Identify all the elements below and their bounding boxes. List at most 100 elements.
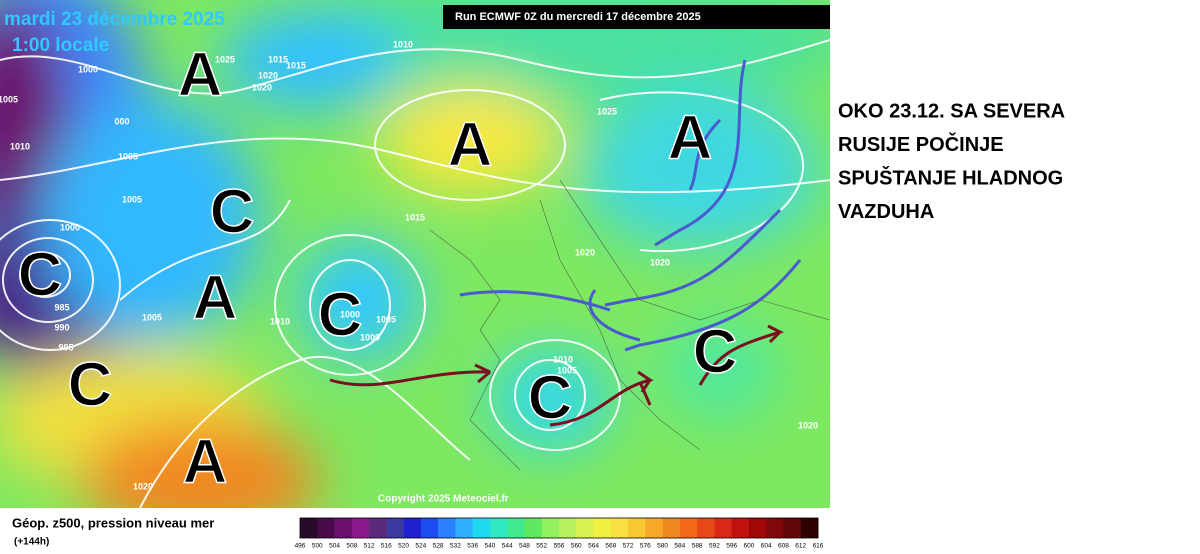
pressure-center: A: [448, 110, 493, 179]
pressure-center: C: [210, 177, 255, 246]
colorbar-cell: [783, 518, 802, 538]
copyright: Copyright 2025 Meteociel.fr: [378, 494, 509, 505]
geopotential-field: [0, 0, 830, 508]
colorbar-tick-label: 524: [415, 543, 426, 550]
legend-subtitle: (+144h): [14, 537, 49, 548]
colorbar-cell: [593, 518, 612, 538]
isobar-label: 1025: [597, 106, 617, 116]
run-info: Run ECMWF 0Z du mercredi 17 décembre 202…: [455, 11, 701, 23]
map: 1025 101510151020102010101000100500010101…: [0, 0, 830, 508]
isobar-label: 995: [58, 342, 73, 352]
colorbar-tick-label: 540: [485, 543, 496, 550]
isobar-label: 000: [114, 116, 129, 126]
colorbar-cell: [317, 518, 335, 538]
isobar-label: 1010: [393, 39, 413, 49]
date: mardi 23 décembre 2025: [4, 9, 225, 30]
colorbar-tick-label: 612: [795, 543, 806, 550]
colorbar-tick-label: 596: [726, 543, 737, 550]
colorbar-cell: [628, 518, 646, 538]
colorbar-cell: [351, 518, 370, 538]
colorbar-tick-label: 532: [450, 543, 461, 550]
isobar-label: 1000: [78, 64, 98, 74]
isobar-label: 1025: [215, 54, 235, 64]
isobar-label: 990: [54, 322, 69, 332]
colorbar-tick-label: 516: [381, 543, 392, 550]
colorbar-cell: [386, 518, 404, 538]
colorbar-tick-label: 564: [588, 543, 599, 550]
colorbar-tick-label: 500: [312, 543, 323, 550]
colorbar-tick-label: 536: [467, 543, 478, 550]
colorbar-cell: [472, 518, 491, 538]
colorbar: 496 500 504 508 512 516 520 524 528 532 536 540 544 5…: [295, 517, 824, 550]
colorbar-cell: [576, 518, 594, 538]
isobar-label: 1020: [798, 420, 818, 430]
colorbar-tick-label: 496: [295, 543, 306, 550]
colorbar-tick-label: 572: [623, 543, 634, 550]
isobar-label: 1005: [122, 194, 142, 204]
isobar-label: 1000: [360, 332, 380, 342]
isobar-label: 1020: [650, 257, 670, 267]
colorbar-cell: [559, 518, 577, 538]
pressure-center: A: [183, 427, 228, 496]
colorbar-tick-label: 600: [744, 543, 755, 550]
colorbar-tick-label: 608: [778, 543, 789, 550]
colorbar-cell: [507, 518, 525, 538]
time: 1:00 locale: [12, 35, 109, 56]
colorbar-cell: [455, 518, 473, 538]
colorbar-tick-label: 580: [657, 543, 668, 550]
colorbar-cell: [766, 518, 784, 538]
colorbar-cell: [524, 518, 543, 538]
cold-air-arrows: [459, 59, 802, 352]
isobar-label: 1020: [133, 481, 153, 491]
colorbar-frame: [299, 517, 819, 539]
isobar-label: 1020: [252, 82, 272, 92]
colorbar-cell: [300, 518, 318, 538]
pressure-center: C: [18, 240, 63, 309]
colorbar-cell: [662, 518, 681, 538]
colorbar-tick-label: 520: [398, 543, 409, 550]
isobar-label: 985: [54, 302, 69, 312]
colorbar-tick-label: 528: [433, 543, 444, 550]
annotation-line: RUSIJE POČINJE: [838, 132, 1004, 156]
run-banner: [443, 5, 830, 29]
pressure-center: C: [528, 363, 573, 432]
colorbar-tick-label: 508: [346, 543, 357, 550]
colorbar-cell: [420, 518, 439, 538]
colorbar-tick-label: 616: [813, 543, 824, 550]
colorbar-cell: [714, 518, 732, 538]
isobar-label: 1010: [553, 354, 573, 364]
legend-title: Géop. z500, pression niveau mer: [12, 515, 214, 530]
pressure-center: C: [68, 350, 113, 419]
isobar-label: 1005: [0, 94, 18, 104]
pressure-center: A: [178, 40, 223, 109]
colorbar-cell: [403, 518, 422, 538]
colorbar-cell: [679, 518, 698, 538]
isobar-label: 1015: [268, 54, 288, 64]
isobar-label: 1020: [575, 247, 595, 257]
colorbar-tick-label: 552: [536, 543, 547, 550]
isobar-label: 1010: [10, 141, 30, 151]
isobar-label: 1015: [286, 60, 306, 70]
colorbar-cell: [369, 518, 387, 538]
pressure-center: C: [693, 317, 738, 386]
isobars: [0, 39, 830, 508]
colorbar-cell: [438, 518, 456, 538]
isobar-label: 1020: [258, 70, 278, 80]
isobar-label: 1015: [405, 212, 425, 222]
colorbar-tick-label: 560: [571, 543, 582, 550]
isobar-label: 1010: [270, 316, 290, 326]
annotation: OKO 23.12. SA SEVERA RUSIJE POČINJE SPUŠTA…: [838, 100, 1065, 223]
colorbar-tick-label: 556: [554, 543, 565, 550]
colorbar-tick-label: 604: [761, 543, 772, 550]
colorbar-cell: [334, 518, 353, 538]
colorbar-tick-label: 576: [640, 543, 651, 550]
colorbar-cell: [748, 518, 767, 538]
colorbar-cell: [645, 518, 663, 538]
colorbar-tick-label: 504: [329, 543, 340, 550]
pressure-center: A: [668, 103, 713, 172]
country-borders: [429, 179, 830, 471]
annotation-line: SPUŠTANJE HLADNOG: [838, 165, 1063, 189]
isobar-label: 1005: [557, 365, 577, 375]
